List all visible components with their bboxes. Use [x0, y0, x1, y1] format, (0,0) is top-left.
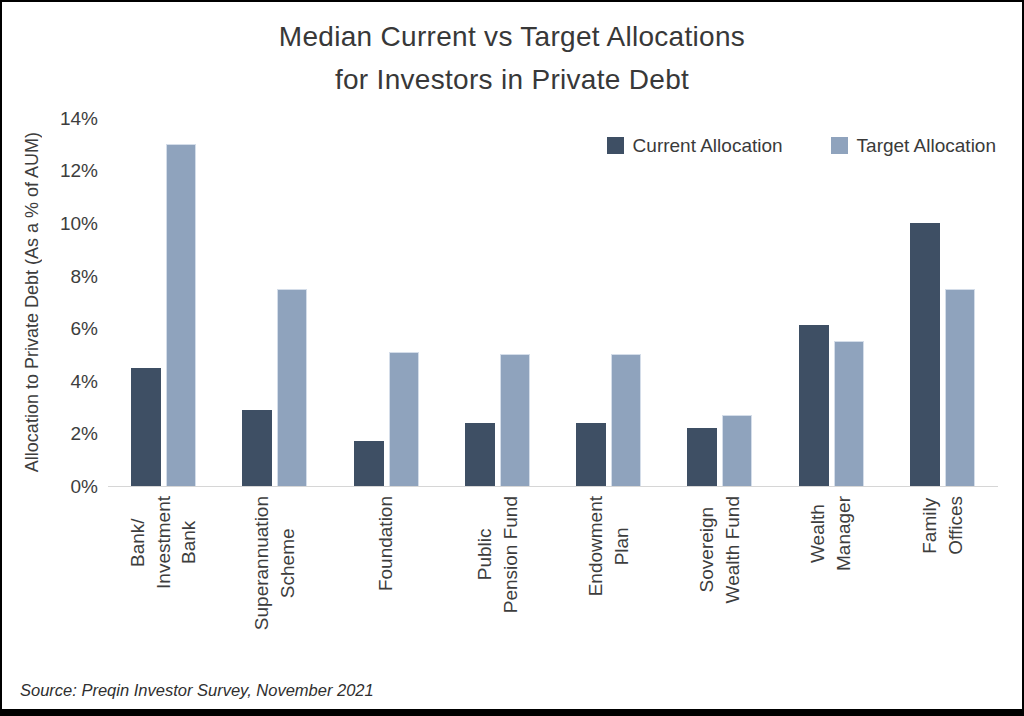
bar-current-allocation	[354, 441, 384, 486]
bar-target-allocation	[277, 289, 307, 486]
y-axis-gutter: Allocation to Private Debt (As a % of AU…	[14, 118, 108, 486]
x-label-cell: Sovereign Wealth Fund	[664, 487, 775, 681]
y-axis-ticks: 0%2%4%6%8%10%12%14%	[50, 118, 108, 486]
legend-item: Target Allocation	[831, 135, 996, 157]
x-label-cell: Bank/ Investment Bank	[108, 487, 219, 681]
bar-group	[219, 118, 330, 486]
bar-target-allocation	[945, 289, 975, 486]
plot-area: Current Allocation Target Allocation	[108, 118, 998, 487]
bar-group	[108, 118, 219, 486]
y-axis-title: Allocation to Private Debt (As a % of AU…	[22, 132, 43, 472]
x-label-cell: Foundation	[331, 487, 442, 681]
y-tick-label: 10%	[60, 213, 98, 232]
chart-title: Median Current vs Target Allocations for…	[2, 15, 1022, 102]
y-tick-label: 8%	[71, 266, 98, 285]
legend-swatch-icon	[831, 137, 848, 154]
legend-swatch-icon	[607, 137, 624, 154]
bar-current-allocation	[799, 325, 829, 485]
legend-label: Current Allocation	[633, 135, 783, 157]
x-category-label: Foundation	[373, 496, 399, 591]
y-axis-title-wrap: Allocation to Private Debt (As a % of AU…	[14, 118, 50, 486]
bar-group	[776, 118, 887, 486]
y-tick-label: 0%	[71, 476, 98, 495]
bar-current-allocation	[687, 428, 717, 486]
bar-target-allocation	[722, 415, 752, 486]
legend-item: Current Allocation	[607, 135, 783, 157]
bar-target-allocation	[611, 354, 641, 485]
x-category-label: Wealth Manager	[805, 496, 856, 571]
bar-group	[664, 118, 775, 486]
bar-target-allocation	[166, 144, 196, 486]
bar-current-allocation	[576, 423, 606, 486]
x-label-cell: Family Offices	[887, 487, 998, 681]
source-note: Source: Preqin Investor Survey, November…	[20, 681, 374, 700]
y-tick-label: 2%	[71, 424, 98, 443]
x-label-cell: Superannuation Scheme	[219, 487, 330, 681]
x-category-label: Bank/ Investment Bank	[125, 496, 202, 589]
legend-label: Target Allocation	[857, 135, 996, 157]
x-label-cell: Endowment Plan	[553, 487, 664, 681]
y-tick-label: 6%	[71, 319, 98, 338]
y-tick-label: 4%	[71, 371, 98, 390]
bar-current-allocation	[465, 423, 495, 486]
x-category-label: Superannuation Scheme	[249, 496, 300, 630]
bar-current-allocation	[131, 368, 161, 486]
x-label-cell: Wealth Manager	[776, 487, 887, 681]
bar-target-allocation	[389, 352, 419, 486]
chart-legend: Current Allocation Target Allocation	[607, 135, 996, 157]
bar-group	[331, 118, 442, 486]
x-axis-labels: Bank/ Investment Bank Superannuation Sche…	[108, 487, 998, 681]
bar-group	[442, 118, 553, 486]
bar-current-allocation	[910, 223, 940, 486]
x-category-label: Endowment Plan	[583, 496, 634, 596]
chart-frame: Median Current vs Target Allocations for…	[0, 0, 1024, 716]
x-category-label: Public Pension Fund	[472, 496, 523, 613]
bar-target-allocation	[834, 341, 864, 486]
chart-area: Allocation to Private Debt (As a % of AU…	[14, 118, 998, 681]
x-category-label: Sovereign Wealth Fund	[694, 496, 745, 603]
y-tick-label: 12%	[60, 161, 98, 180]
plot-column: Current Allocation Target Allocation Bank…	[108, 118, 998, 681]
x-label-cell: Public Pension Fund	[442, 487, 553, 681]
bar-current-allocation	[242, 410, 272, 486]
y-tick-label: 14%	[60, 108, 98, 127]
bar-group	[553, 118, 664, 486]
bar-target-allocation	[500, 354, 530, 485]
x-category-label: Family Offices	[917, 496, 968, 555]
bar-group	[887, 118, 998, 486]
